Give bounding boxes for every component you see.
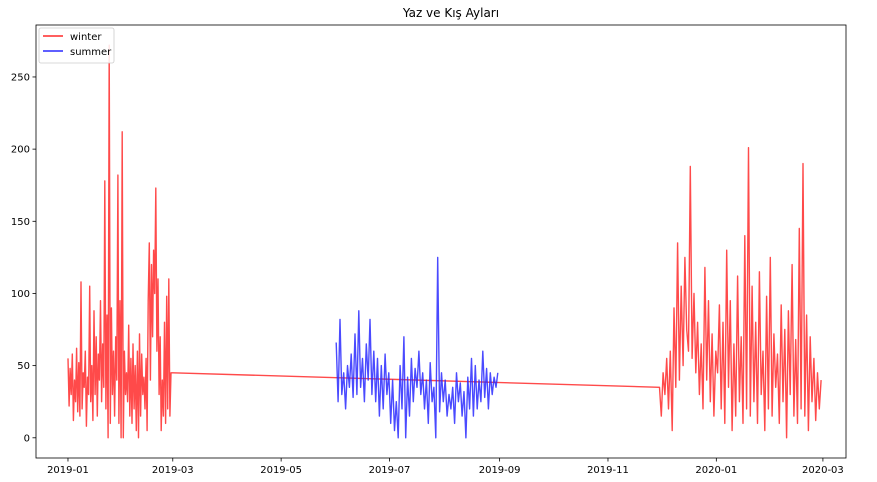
y-tick-label: 50 bbox=[17, 361, 30, 372]
x-tick-label: 2019-09 bbox=[479, 465, 521, 476]
chart-title: Yaz ve Kış Ayları bbox=[402, 6, 499, 20]
legend-label-summer: summer bbox=[70, 47, 112, 58]
legend: winter summer bbox=[38, 27, 115, 64]
y-tick-label: 250 bbox=[11, 72, 30, 83]
x-tick-label: 2019-11 bbox=[587, 465, 629, 476]
series-layer bbox=[67, 44, 822, 439]
y-tick-label: 200 bbox=[11, 145, 30, 156]
series-line-winter bbox=[67, 44, 822, 439]
y-tick-label: 100 bbox=[11, 289, 30, 300]
x-tick-label: 2020-03 bbox=[802, 465, 844, 476]
plot-frame bbox=[35, 24, 847, 459]
series-line-summer bbox=[335, 256, 499, 439]
x-axis: 2019-01 2019-03 2019-05 2019-07 2019-09 2019-… bbox=[47, 458, 844, 476]
legend-label-winter: winter bbox=[70, 32, 102, 43]
x-tick-label: 2020-01 bbox=[695, 465, 737, 476]
y-tick-label: 150 bbox=[11, 217, 30, 228]
x-tick-label: 2019-03 bbox=[152, 465, 194, 476]
x-tick-label: 2019-05 bbox=[260, 465, 302, 476]
x-tick-label: 2019-01 bbox=[47, 465, 89, 476]
y-tick-label: 0 bbox=[24, 433, 30, 444]
x-tick-label: 2019-07 bbox=[369, 465, 411, 476]
y-axis: 0 50 100 150 200 250 bbox=[11, 72, 36, 444]
